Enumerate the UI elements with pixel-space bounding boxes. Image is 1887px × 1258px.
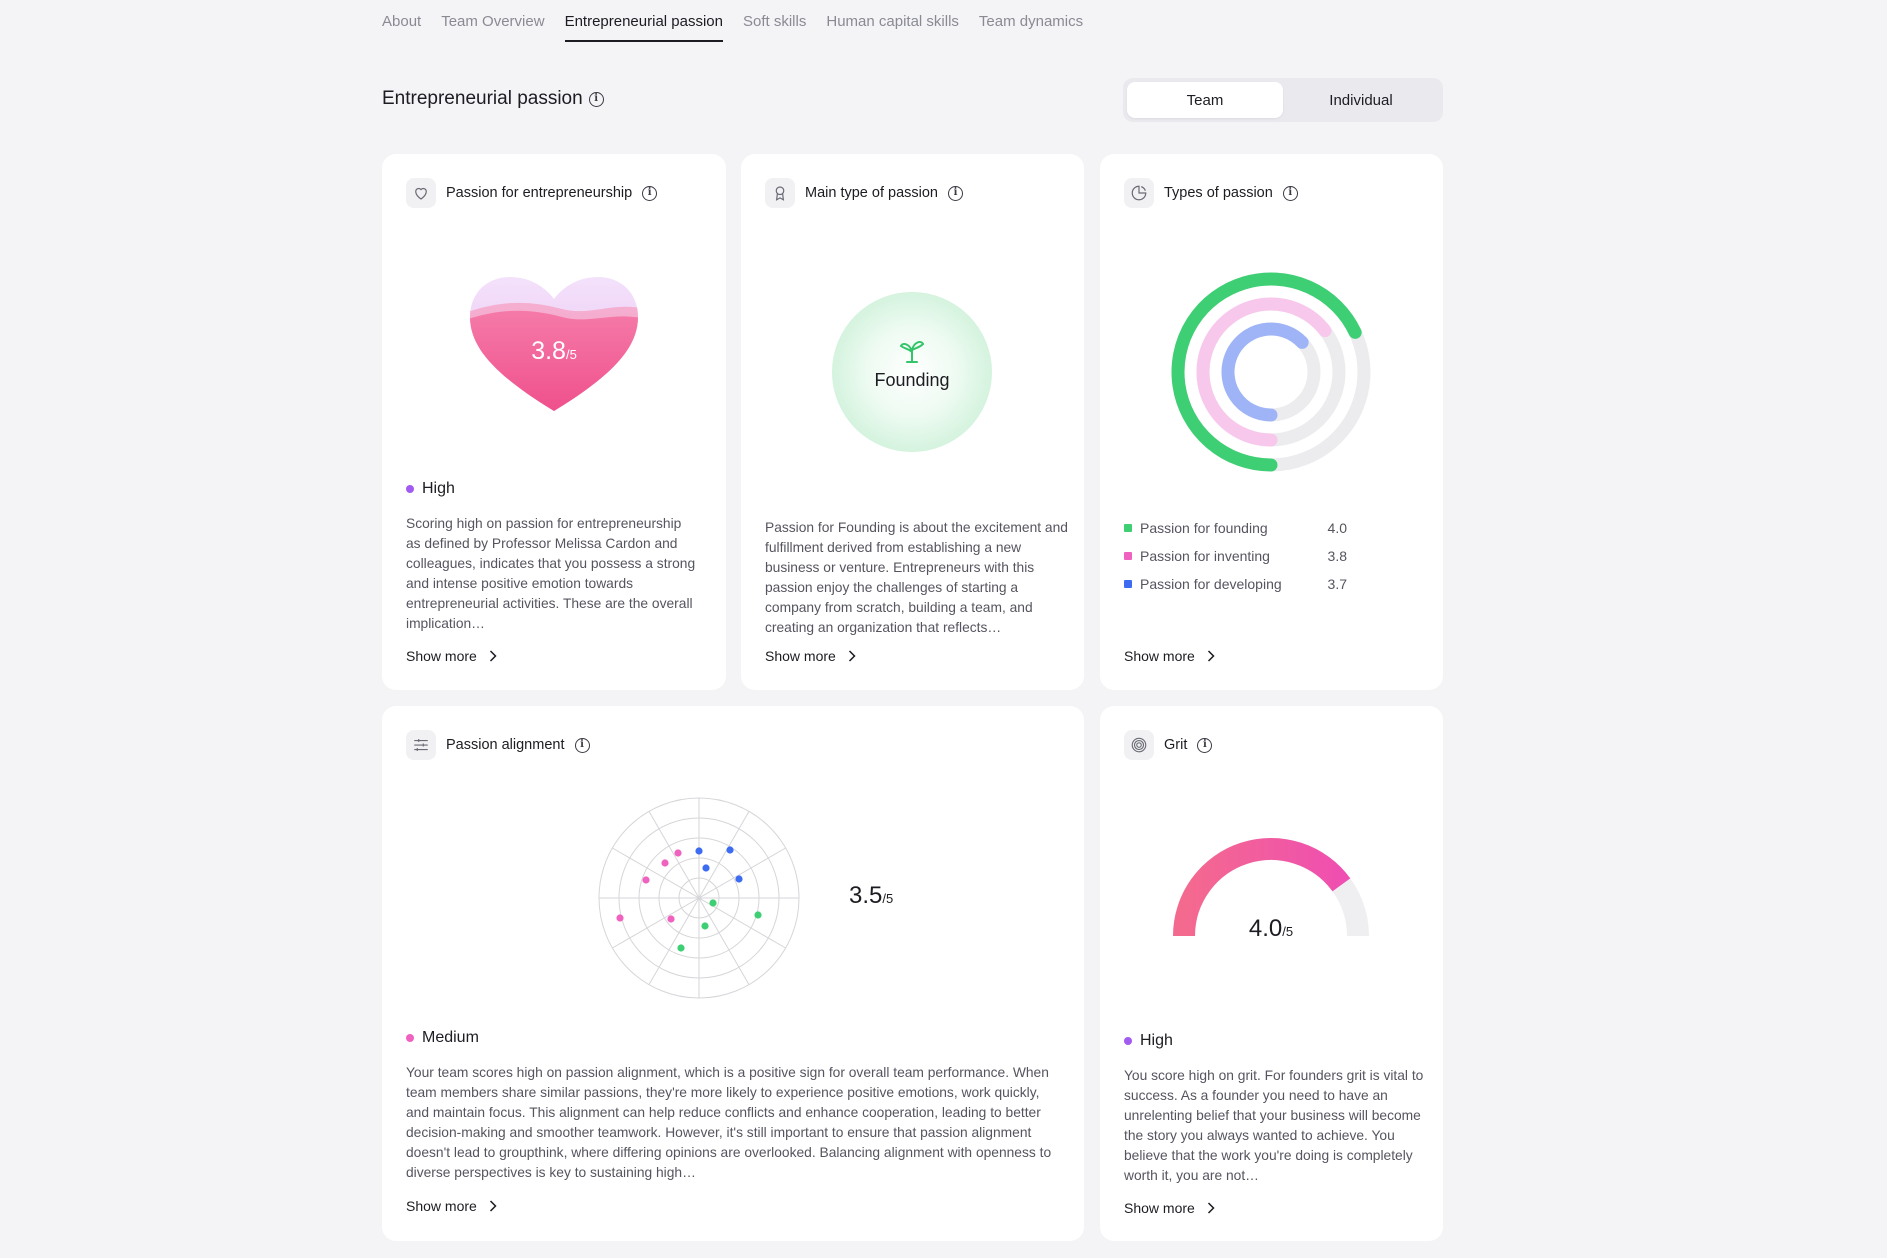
sprout-icon: [899, 341, 925, 363]
toggle-team-button[interactable]: Team: [1127, 82, 1283, 118]
card-title: Types of passion: [1164, 185, 1273, 201]
target-icon: [1124, 730, 1154, 760]
level-label: High: [1140, 1032, 1173, 1049]
sliders-icon: [406, 730, 436, 760]
show-more-label: Show more: [1124, 1200, 1195, 1216]
legend-item-founding: Passion for founding 4.0: [1124, 520, 1384, 536]
legend-item-inventing: Passion for inventing 3.8: [1124, 548, 1384, 564]
heart-icon: [406, 178, 436, 208]
types-radial-chart: [1171, 272, 1371, 472]
legend-label: Passion for developing: [1140, 576, 1282, 592]
passion-card: Passion for entrepreneurship i 3.8/5 Hig…: [382, 154, 726, 690]
level-indicator: Medium: [406, 1029, 479, 1047]
show-more-button[interactable]: Show more: [406, 1198, 497, 1214]
level-dot: [406, 1034, 414, 1042]
card-title: Passion for entrepreneurship: [446, 185, 633, 201]
chevron-right-icon: [1207, 1202, 1215, 1214]
legend-swatch: [1124, 580, 1132, 588]
page-title: Entrepreneurial passion: [382, 88, 583, 109]
ring-founding: [1171, 272, 1362, 472]
card-description: You score high on grit. For founders gri…: [1124, 1068, 1424, 1183]
toggle-individual-button[interactable]: Individual: [1329, 91, 1393, 109]
level-dot: [1124, 1037, 1132, 1045]
card-description: Your team scores high on passion alignme…: [406, 1065, 1052, 1180]
card-title: Main type of passion: [805, 185, 938, 201]
show-more-label: Show more: [1124, 648, 1195, 664]
grit-score: 4.0: [1249, 915, 1282, 942]
svg-text:3.8/5: 3.8/5: [531, 337, 577, 365]
passion-score-max: /5: [566, 347, 577, 362]
main-type-label: Founding: [874, 370, 949, 390]
grit-card: Grit i 4.0/5 High You score high on grit…: [1100, 706, 1443, 1241]
info-icon[interactable]: i: [588, 91, 604, 107]
chevron-right-icon: [489, 650, 497, 662]
tab-about[interactable]: About: [382, 13, 422, 30]
card-header: Passion alignment i: [406, 730, 590, 760]
passion-score: 3.8: [531, 337, 566, 365]
legend-label: Passion for founding: [1140, 520, 1268, 536]
grit-score-max: /5: [1282, 924, 1293, 939]
legend-label: Passion for inventing: [1140, 548, 1270, 564]
alignment-score-wrap: 3.5/5: [849, 882, 893, 910]
card-header: Main type of passion i: [765, 178, 963, 208]
legend-swatch: [1124, 552, 1132, 560]
award-icon: [765, 178, 795, 208]
main-type-card: Main type of passion i Founding Passion …: [741, 154, 1084, 690]
legend-value: 4.0: [1327, 520, 1347, 536]
show-more-label: Show more: [765, 648, 836, 664]
tab-team-dynamics[interactable]: Team dynamics: [978, 13, 1084, 30]
show-more-button[interactable]: Show more: [765, 648, 856, 664]
grit-gauge-fill: [1173, 838, 1351, 937]
chevron-right-icon: [1207, 650, 1215, 662]
view-toggle: Team Individual: [1123, 78, 1443, 122]
level-label: High: [422, 480, 455, 497]
card-header: Passion for entrepreneurship i: [406, 178, 658, 208]
chevron-right-icon: [848, 650, 856, 662]
page-title-row: Entrepreneurial passion i: [382, 88, 604, 110]
types-card: Types of passion i Passion for founding …: [1100, 154, 1443, 690]
svg-text:4.0/5: 4.0/5: [1249, 915, 1293, 942]
tab-team-overview[interactable]: Team Overview: [441, 13, 545, 30]
show-more-button[interactable]: Show more: [1124, 1200, 1215, 1216]
heart-gauge: 3.8/5: [470, 277, 638, 411]
pie-chart-icon: [1124, 178, 1154, 208]
info-icon[interactable]: i: [1197, 737, 1213, 753]
info-icon[interactable]: i: [642, 185, 658, 201]
ring-developing: [1221, 322, 1309, 422]
show-more-label: Show more: [406, 1198, 477, 1214]
level-indicator: High: [1124, 1032, 1173, 1050]
show-more-label: Show more: [406, 648, 477, 664]
card-description: Scoring high on passion for entrepreneur…: [406, 516, 696, 631]
legend-value: 3.8: [1327, 548, 1347, 564]
info-icon[interactable]: i: [574, 737, 590, 753]
alignment-polar-chart: [598, 797, 800, 999]
card-title: Passion alignment: [446, 737, 565, 753]
alignment-card: Passion alignment i 3.5/5 Medium: [382, 706, 1084, 1241]
card-header: Grit i: [1124, 730, 1213, 760]
card-title: Grit: [1164, 737, 1188, 753]
card-header: Types of passion i: [1124, 178, 1298, 208]
grit-gauge: 4.0/5: [1173, 838, 1369, 942]
chevron-right-icon: [489, 1200, 497, 1212]
card-description: Passion for Founding is about the excite…: [765, 520, 1068, 635]
section-tabs: About Team Overview Entrepreneurial pass…: [382, 0, 1083, 44]
main-type-badge: Founding: [832, 292, 992, 452]
level-indicator: High: [406, 480, 455, 498]
level-label: Medium: [422, 1029, 479, 1046]
show-more-button[interactable]: Show more: [1124, 648, 1215, 664]
tab-human-capital-skills[interactable]: Human capital skills: [826, 13, 959, 30]
info-icon[interactable]: i: [948, 185, 963, 201]
alignment-score-max: /5: [882, 891, 894, 906]
alignment-score: 3.5: [849, 882, 883, 909]
legend-swatch: [1124, 524, 1132, 532]
tab-soft-skills[interactable]: Soft skills: [743, 13, 807, 30]
tab-entrepreneurial-passion[interactable]: Entrepreneurial passion: [564, 0, 723, 42]
legend-value: 3.7: [1327, 576, 1347, 592]
legend-item-developing: Passion for developing 3.7: [1124, 576, 1384, 592]
show-more-button[interactable]: Show more: [406, 648, 497, 664]
level-dot: [406, 485, 414, 493]
ring-inventing: [1196, 297, 1332, 447]
info-icon[interactable]: i: [1282, 185, 1298, 201]
